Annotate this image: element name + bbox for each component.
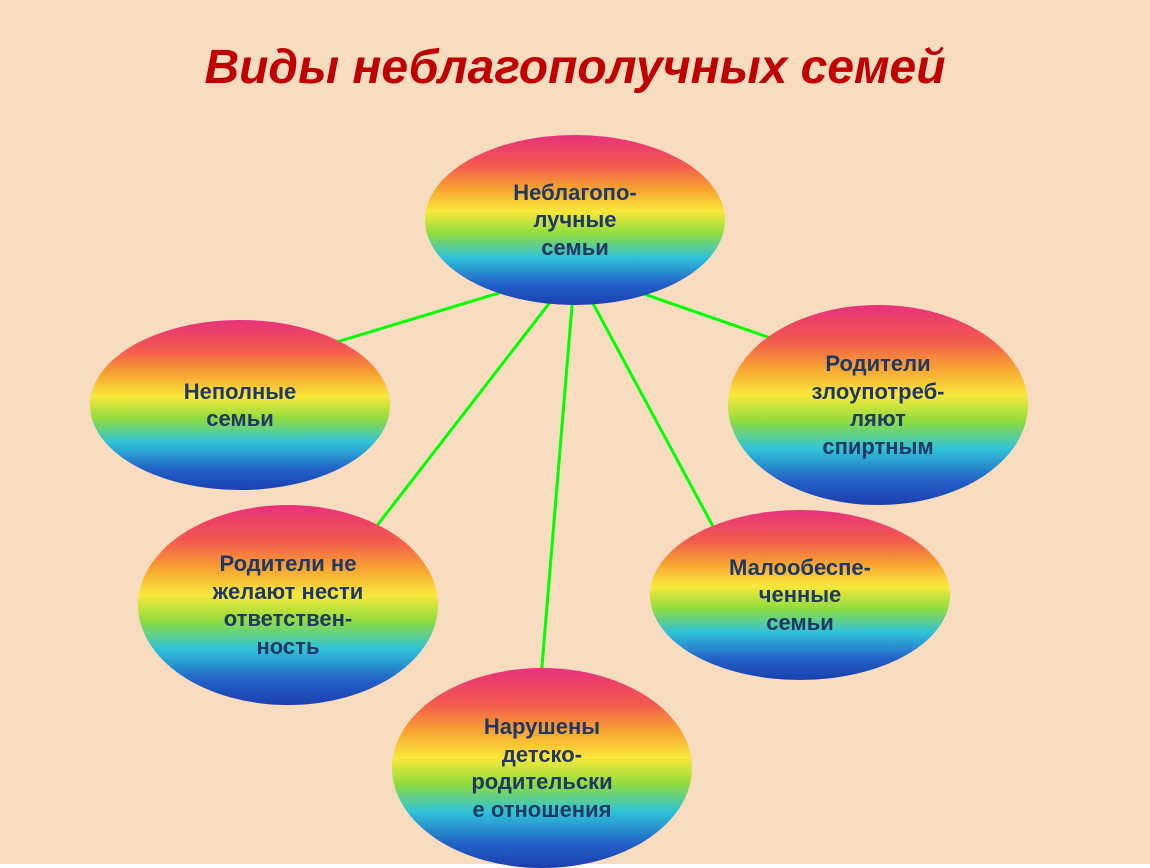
- arrow-2: [362, 270, 575, 545]
- arrow-4: [540, 270, 575, 690]
- node-right1: Родителизлоупотреб-ляютспиртным: [728, 305, 1028, 505]
- node-label: Неблагопо-лучныесемьи: [513, 179, 636, 262]
- node-left2: Родители нежелают нестиответствен-ность: [138, 505, 438, 705]
- node-label: Малообеспе-ченныесемьи: [729, 554, 871, 637]
- arrow-3: [575, 270, 723, 545]
- node-label: Родителизлоупотреб-ляютспиртным: [812, 350, 945, 460]
- node-label: Нарушеныдетско-родительские отношения: [471, 713, 612, 823]
- node-label: Неполныесемьи: [184, 378, 297, 433]
- node-root: Неблагопо-лучныесемьи: [425, 135, 725, 305]
- node-right2: Малообеспе-ченныесемьи: [650, 510, 950, 680]
- node-label: Родители нежелают нестиответствен-ность: [213, 550, 364, 660]
- node-left1: Неполныесемьи: [90, 320, 390, 490]
- node-bottom: Нарушеныдетско-родительские отношения: [392, 668, 692, 868]
- slide: Виды неблагополучных семей Неблагопо-луч…: [0, 0, 1150, 864]
- slide-title: Виды неблагополучных семей: [0, 40, 1150, 95]
